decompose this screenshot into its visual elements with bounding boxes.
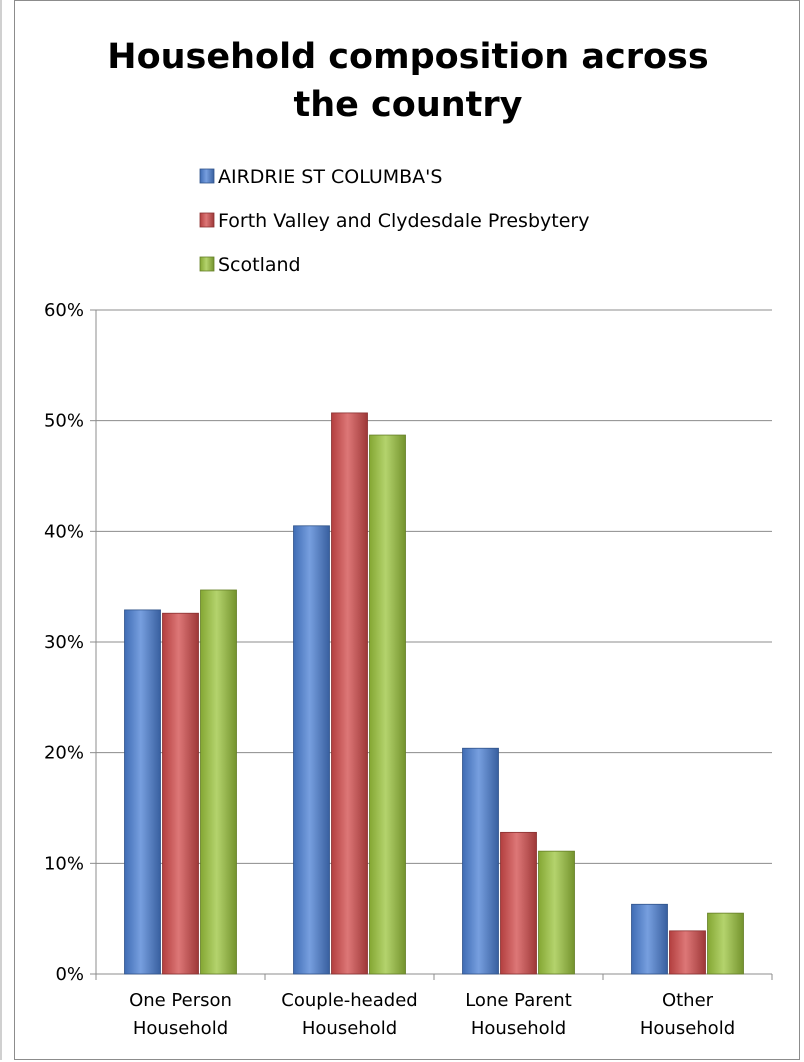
legend-swatch: [199, 212, 215, 228]
y-tick-label: 40%: [44, 521, 84, 542]
bar: [631, 903, 668, 975]
x-category-label: Other: [662, 990, 714, 1011]
chart-title-line: Household composition across: [107, 37, 708, 77]
chart-legend: AIRDRIE ST COLUMBA'S Forth Valley and Cly…: [199, 166, 589, 276]
bar: [462, 747, 499, 975]
legend-swatch: [199, 168, 215, 184]
chart-title: Household composition across the country: [107, 37, 708, 125]
y-tick-label: 20%: [44, 743, 84, 764]
x-category-label: Couple-headed: [281, 990, 417, 1011]
bars: [124, 412, 744, 975]
legend-label: Forth Valley and Clydesdale Presbytery: [218, 210, 589, 232]
bar: [293, 525, 330, 975]
bar: [369, 434, 406, 975]
bar: [500, 831, 537, 975]
x-category-label: Household: [302, 1018, 397, 1039]
x-category-label: Household: [640, 1018, 735, 1039]
x-category-label: One Person: [129, 990, 232, 1011]
bar: [538, 850, 575, 975]
legend-label: AIRDRIE ST COLUMBA'S: [218, 166, 442, 188]
y-tick-label: 50%: [44, 411, 84, 432]
x-category-label: Lone Parent: [465, 990, 572, 1011]
y-tick-label: 10%: [44, 853, 84, 874]
bar: [669, 930, 706, 975]
bar: [124, 609, 161, 975]
x-category-label: Household: [471, 1018, 566, 1039]
bar: [331, 412, 368, 975]
chart-title-line: the country: [293, 85, 522, 125]
gridlines: [96, 309, 772, 864]
bar: [200, 589, 237, 975]
category-labels: One Person Household Couple-headed Househol…: [129, 990, 735, 1039]
y-tick-label: 0%: [55, 964, 84, 985]
x-category-label: Household: [133, 1018, 228, 1039]
legend-label: Scotland: [218, 254, 301, 276]
legend-swatch: [199, 256, 215, 272]
left-page-rule: [0, 0, 2, 1060]
bar: [707, 912, 744, 975]
y-tick-label: 30%: [44, 632, 84, 653]
y-tick-label: 60%: [44, 300, 84, 321]
bar: [162, 612, 199, 975]
